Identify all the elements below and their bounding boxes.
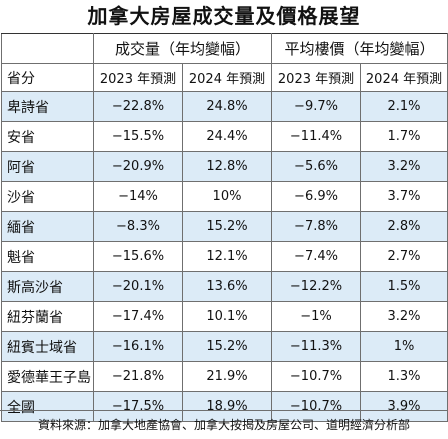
cell-sales-2023: −20.9% (93, 151, 183, 182)
cell-price-2024: 3.7% (360, 181, 448, 212)
column-header-province: 省分 (1, 63, 94, 92)
cell-sales-2023: −15.5% (93, 121, 183, 152)
cell-price-2023: −7.8% (271, 211, 362, 242)
cell-price-2024: 1.5% (360, 271, 448, 302)
cell-price-2024: 2.1% (360, 91, 448, 122)
table-row: 紐賓士域省 −16.1% 15.2% −11.3% 1% (1, 331, 448, 362)
cell-price-2023: −11.4% (271, 121, 362, 152)
cell-sales-2024: 21.9% (181, 361, 273, 392)
column-header-sales-2024: 2024 年預測 (181, 63, 273, 92)
cell-sales-2024: 15.2% (181, 211, 273, 242)
cell-price-2024: 2.8% (360, 211, 448, 242)
cell-sales-2023: −8.3% (93, 211, 183, 242)
cell-sales-2023: −16.1% (93, 331, 183, 362)
table-row: 魁省 −15.6% 12.1% −7.4% 2.7% (1, 241, 448, 272)
cell-province: 斯高沙省 (1, 271, 94, 302)
cell-province: 阿省 (1, 151, 94, 182)
table-row: 卑詩省 −22.8% 24.8% −9.7% 2.1% (1, 91, 448, 122)
cell-province: 安省 (1, 121, 94, 152)
column-header-sales-2023: 2023 年預測 (93, 63, 183, 92)
cell-sales-2023: −22.8% (93, 91, 183, 122)
cell-price-2024: 1.7% (360, 121, 448, 152)
source-note: 資料來源：加拿大地產協會、加拿大按揭及房屋公司、道明經濟分析部 (0, 410, 448, 438)
cell-sales-2024: 15.2% (181, 331, 273, 362)
table-row-national: 全國 −17.5% 18.9% −10.7% 3.9% (1, 391, 448, 422)
cell-province: 魁省 (1, 241, 94, 272)
cell-sales-2024: 24.8% (181, 91, 273, 122)
cell-province: 紐芬蘭省 (1, 301, 94, 332)
cell-sales-2023: −14% (93, 181, 183, 212)
cell-price-2024: 3.2% (360, 151, 448, 182)
cell-sales-2023: −15.6% (93, 241, 183, 272)
table-row: 安省 −15.5% 24.4% −11.4% 1.7% (1, 121, 448, 152)
cell-sales-2024: 24.4% (181, 121, 273, 152)
cell-province: 卑詩省 (1, 91, 94, 122)
cell-sales-2023: −17.4% (93, 301, 183, 332)
cell-sales-2024: 13.6% (181, 271, 273, 302)
cell-province: 紐賓士域省 (1, 331, 94, 362)
cell-price-2024: 3.2% (360, 301, 448, 332)
group-header-sales: 成交量（年均變幅） (92, 33, 273, 64)
cell-sales-2023: −20.1% (93, 271, 183, 302)
column-header-row: 省分 2023 年預測 2024 年預測 2023 年預測 2024 年預測 (1, 63, 448, 92)
column-header-price-2024: 2024 年預測 (360, 63, 448, 92)
cell-sales-2023: −21.8% (93, 361, 183, 392)
cell-sales-2024: 12.8% (181, 151, 273, 182)
cell-price-2023: −7.4% (271, 241, 362, 272)
cell-price-2024: 1% (360, 331, 448, 362)
cell-sales-2024: 10% (181, 181, 273, 212)
cell-province: 愛德華王子島 (1, 361, 94, 392)
table-row: 緬省 −8.3% 15.2% −7.8% 2.8% (1, 211, 448, 242)
cell-price-2023: −9.7% (271, 91, 362, 122)
group-header-blank (1, 33, 94, 64)
column-header-price-2023: 2023 年預測 (271, 63, 362, 92)
cell-price-2024: 2.7% (360, 241, 448, 272)
cell-price-2023: −11.3% (271, 331, 362, 362)
cell-sales-2024: 18.9% (181, 391, 273, 422)
cell-price-2023: −6.9% (271, 181, 362, 212)
cell-sales-2024: 12.1% (181, 241, 273, 272)
cell-price-2024: 1.3% (360, 361, 448, 392)
cell-sales-2024: 10.1% (181, 301, 273, 332)
cell-price-2023: −12.2% (271, 271, 362, 302)
group-header-price: 平均樓價（年均變幅） (271, 33, 448, 64)
cell-province: 沙省 (1, 181, 94, 212)
cell-price-2023: −1% (271, 301, 362, 332)
table-row: 紐芬蘭省 −17.4% 10.1% −1% 3.2% (1, 301, 448, 332)
cell-province: 全國 (1, 391, 94, 422)
table-row: 愛德華王子島 −21.8% 21.9% −10.7% 1.3% (1, 361, 448, 392)
cell-price-2023: −10.7% (271, 361, 362, 392)
forecast-table: 成交量（年均變幅） 平均樓價（年均變幅） 省分 2023 年預測 2024 年預… (1, 33, 448, 422)
table-row: 阿省 −20.9% 12.8% −5.6% 3.2% (1, 151, 448, 182)
table-row: 沙省 −14% 10% −6.9% 3.7% (1, 181, 448, 212)
cell-price-2023: −5.6% (271, 151, 362, 182)
table-row: 斯高沙省 −20.1% 13.6% −12.2% 1.5% (1, 271, 448, 302)
group-header-row: 成交量（年均變幅） 平均樓價（年均變幅） (1, 33, 448, 64)
cell-province: 緬省 (1, 211, 94, 242)
page-title: 加拿大房屋成交量及價格展望 (87, 4, 361, 28)
